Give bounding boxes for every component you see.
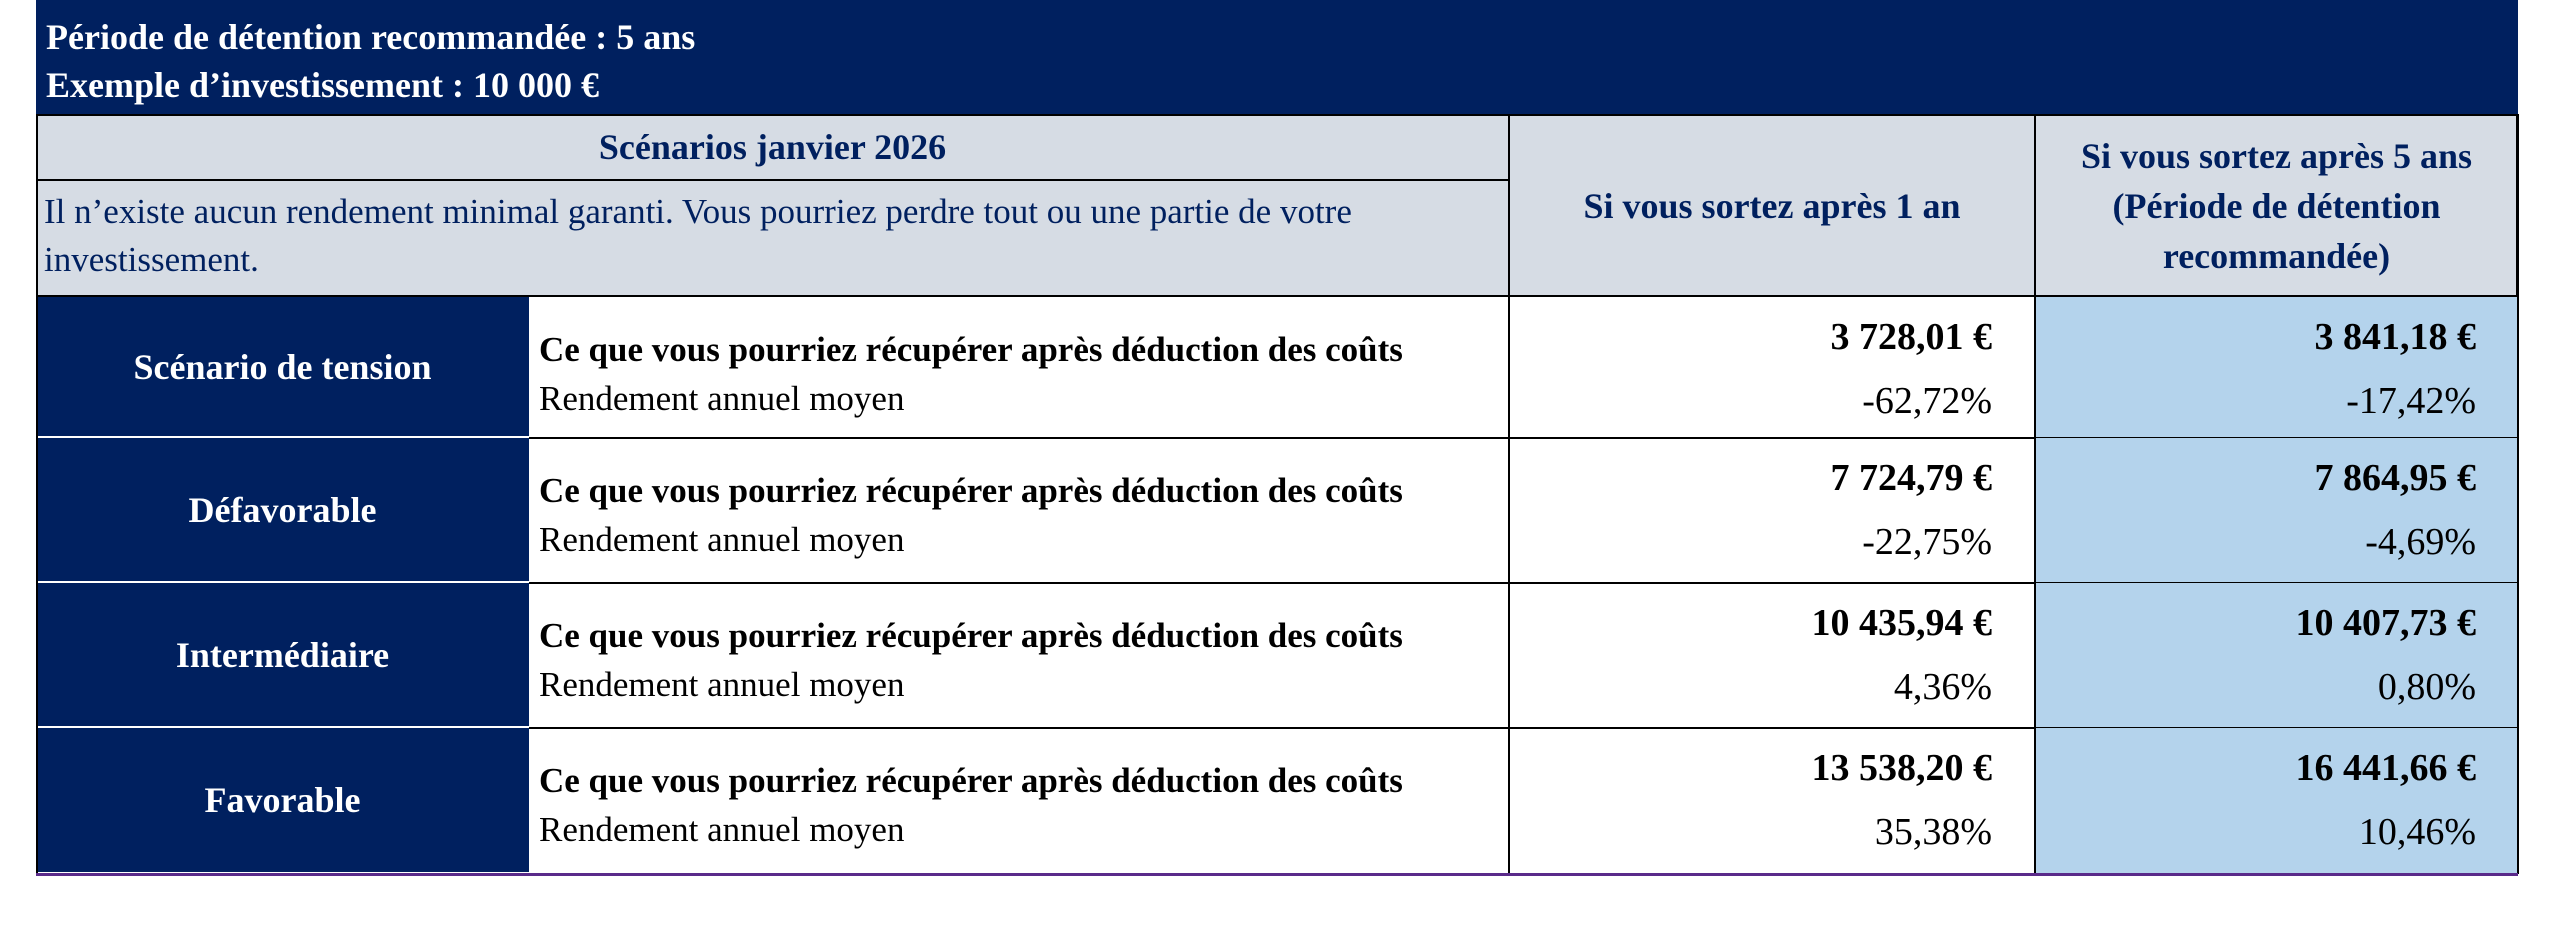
row-description: Ce que vous pourriez récupérer après déd… [529, 297, 1509, 438]
investment-example: Exemple d’investissement : 10 000 € [46, 65, 599, 105]
rule [1508, 114, 1510, 874]
col-header-1y: Si vous sortez après 1 an [1583, 185, 1961, 226]
rule [36, 179, 1509, 181]
cell-5y [2036, 728, 2518, 874]
rule [529, 437, 2518, 439]
scenario-heading: Scénarios janvier 2026 [598, 127, 947, 167]
return-1y: -62,72% [1862, 380, 1992, 422]
row-description: Ce que vous pourriez récupérer après déd… [529, 583, 1509, 728]
description-rest: Rendement annuel moyen [539, 665, 905, 704]
description-rest: Rendement annuel moyen [539, 520, 905, 559]
return-5y: -17,42% [2346, 380, 2476, 422]
scenario-label: Défavorable [36, 438, 529, 583]
amount-5y: 16 441,66 € [2295, 747, 2477, 789]
amount-5y: 10 407,73 € [2295, 602, 2477, 644]
return-1y: 35,38% [1874, 811, 1992, 853]
row-description: Ce que vous pourriez récupérer après déd… [529, 728, 1509, 874]
return-5y: 0,80% [2377, 666, 2476, 708]
amount-1y: 7 724,79 € [1830, 457, 1993, 499]
scenario-label: Scénario de tension [36, 297, 529, 438]
description-bold: Ce que vous pourriez récupérer après déd… [539, 761, 1403, 800]
rule [2517, 114, 2519, 874]
cell-5y [2036, 438, 2518, 583]
description-bold: Ce que vous pourriez récupérer après déd… [539, 330, 1403, 369]
column-header-band [36, 114, 2518, 297]
holding-period: Période de détention recommandée : 5 ans [46, 17, 696, 57]
amount-1y: 10 435,94 € [1811, 602, 1993, 644]
scenario-label: Favorable [36, 728, 529, 874]
rule [2034, 114, 2036, 874]
amount-1y: 13 538,20 € [1811, 747, 1993, 789]
cell-5y [2036, 297, 2518, 438]
amount-5y: 7 864,95 € [2314, 457, 2477, 499]
row-description: Ce que vous pourriez récupérer après déd… [529, 438, 1509, 583]
amount-1y: 3 728,01 € [1830, 316, 1993, 358]
description-bold: Ce que vous pourriez récupérer après déd… [539, 471, 1403, 510]
col-header-5y: Si vous sortez après 5 ans (Période de d… [2080, 135, 2472, 276]
rule [529, 727, 2518, 729]
rule [36, 873, 2518, 876]
description-bold: Ce que vous pourriez récupérer après déd… [539, 616, 1403, 655]
header-band: Période de détention recommandée : 5 ans… [36, 0, 2518, 114]
return-1y: 4,36% [1893, 666, 1992, 708]
return-5y: -4,69% [2365, 521, 2476, 563]
disclaimer: Il n’existe aucun rendement minimal gara… [44, 192, 1352, 279]
cell-5y [2036, 583, 2518, 728]
return-1y: -22,75% [1862, 521, 1992, 563]
rule [529, 582, 2518, 584]
rule [36, 114, 38, 874]
description-rest: Rendement annuel moyen [539, 810, 905, 849]
return-5y: 10,46% [2358, 811, 2476, 853]
amount-5y: 3 841,18 € [2314, 316, 2477, 358]
scenario-label: Intermédiaire [36, 583, 529, 728]
description-rest: Rendement annuel moyen [539, 379, 905, 418]
